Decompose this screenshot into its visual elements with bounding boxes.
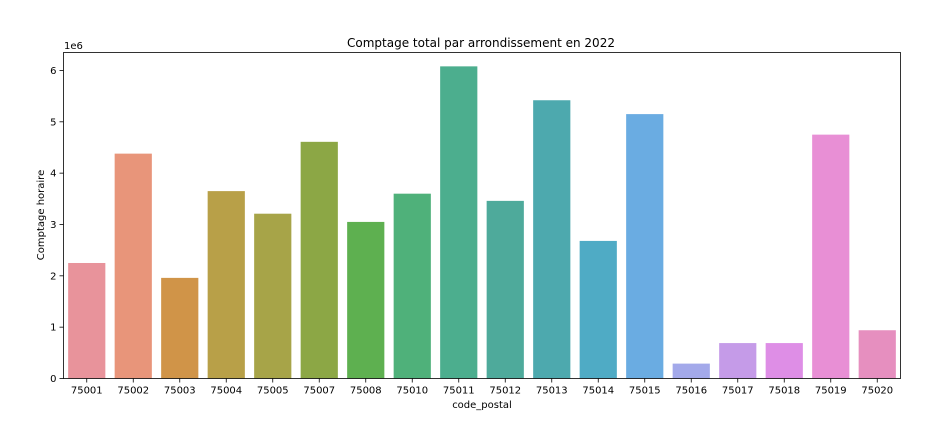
x-tick-label: 75020 [861, 386, 893, 397]
plot-frame [63, 52, 901, 379]
bar-75017 [719, 343, 757, 379]
bar-75002 [114, 153, 152, 379]
x-tick-label: 75011 [443, 386, 475, 397]
bar-75014 [579, 240, 617, 379]
bar-75010 [393, 193, 431, 379]
bar-75007 [300, 141, 338, 379]
bar-75020 [858, 330, 896, 379]
x-tick-label: 75007 [303, 386, 335, 397]
x-tick-label: 75018 [768, 386, 800, 397]
bar-75013 [533, 100, 571, 379]
x-tick-label: 75016 [675, 386, 707, 397]
x-tick-label: 75008 [350, 386, 382, 397]
y-axis-label: Comptage horaire [36, 170, 47, 260]
y-tick-label: 6 [50, 66, 56, 77]
bar-75015 [626, 114, 664, 379]
bar-75011 [440, 66, 478, 379]
bar-75012 [486, 200, 524, 379]
x-tick-label: 75004 [210, 386, 242, 397]
bar-75001 [68, 262, 106, 379]
bar-75003 [161, 277, 199, 379]
y-tick-label: 3 [50, 220, 56, 231]
x-tick-label: 75003 [164, 386, 196, 397]
bar-75016 [672, 363, 710, 379]
bar-75004 [207, 191, 245, 379]
bars-group [68, 66, 896, 379]
bar-75008 [347, 221, 385, 379]
x-tick-label: 75012 [489, 386, 521, 397]
y-tick-label: 5 [50, 117, 56, 128]
y-tick-label: 4 [50, 169, 56, 180]
x-tick-label: 75017 [722, 386, 754, 397]
bar-75019 [812, 134, 850, 379]
y-tick-label: 0 [50, 374, 56, 385]
y-tick-label: 2 [50, 271, 56, 282]
bar-75005 [254, 213, 292, 379]
x-tick-label: 75002 [117, 386, 149, 397]
x-tick-label: 75014 [582, 386, 614, 397]
x-axis-ticks: 75001 75002 75003 75004 75005 75007 75008 75010… [71, 378, 893, 397]
y-axis-ticks: 0 1 2 3 4 5 6 [50, 66, 64, 385]
x-tick-label: 75019 [815, 386, 847, 397]
x-tick-label: 75015 [629, 386, 661, 397]
bar-75018 [765, 343, 803, 379]
x-tick-label: 75010 [396, 386, 428, 397]
y-tick-label: 1 [50, 323, 56, 334]
x-axis-label: code_postal [452, 400, 512, 411]
x-tick-label: 75013 [536, 386, 568, 397]
x-tick-label: 75005 [257, 386, 289, 397]
chart-title: Comptage total par arrondissement en 202… [347, 36, 615, 50]
y-axis-offset-label: 1e6 [64, 41, 83, 52]
x-tick-label: 75001 [71, 386, 103, 397]
